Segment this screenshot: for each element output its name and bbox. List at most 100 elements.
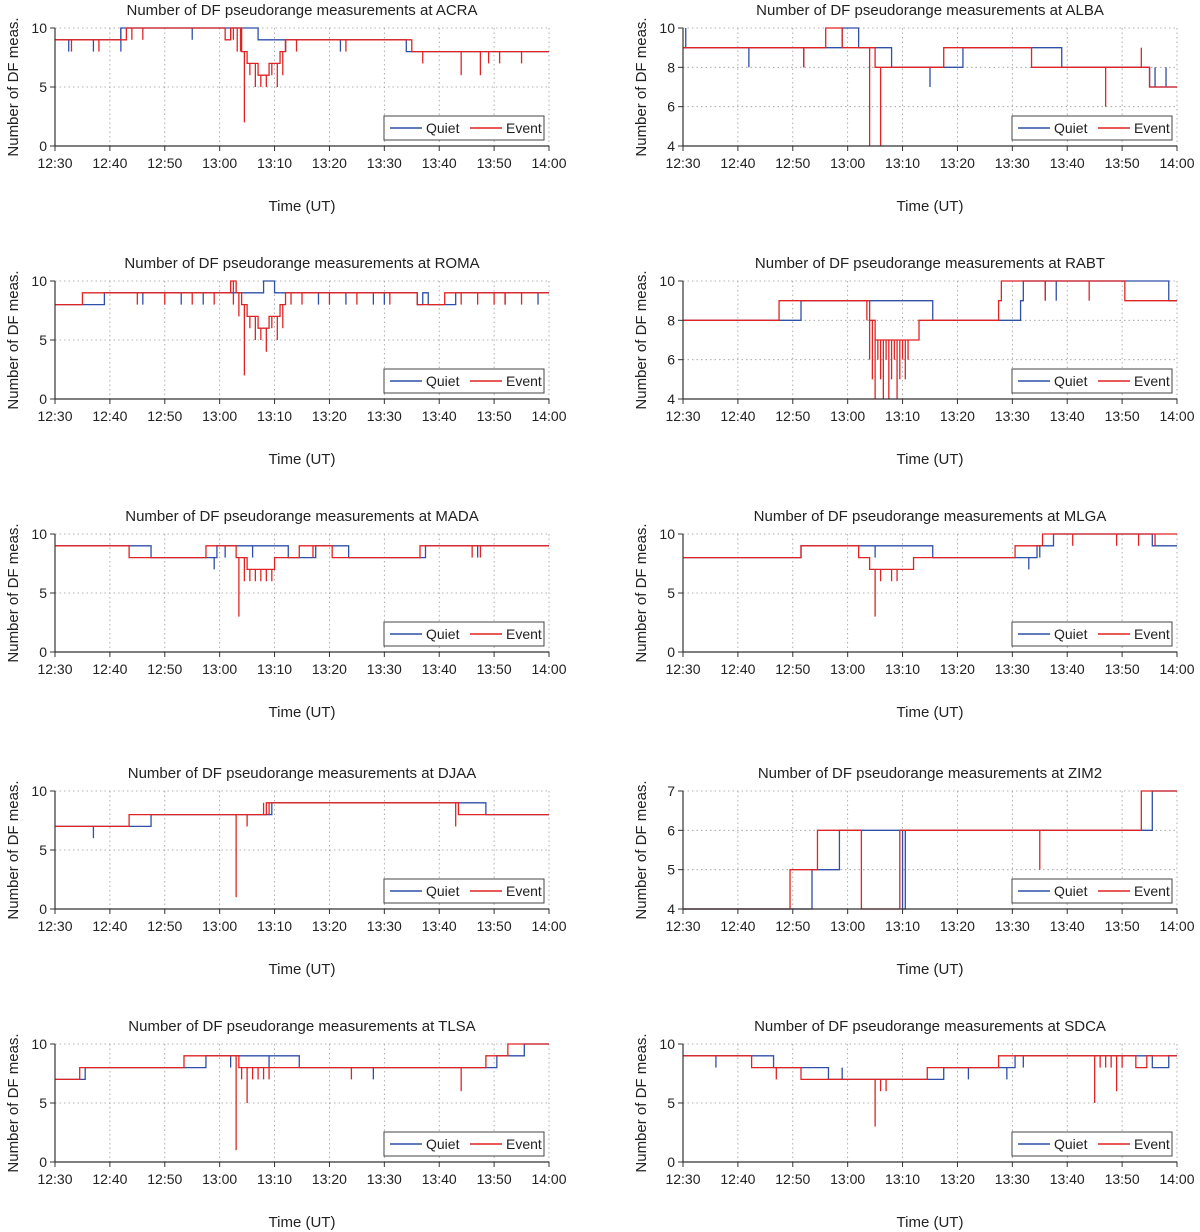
- legend: Quiet Event: [1011, 878, 1173, 904]
- x-tick-label: 13:50: [1105, 1171, 1140, 1187]
- y-axis-label: Number of DF meas.: [5, 270, 22, 409]
- x-tick-label: 12:50: [147, 661, 182, 677]
- y-tick-label: 0: [667, 1154, 675, 1170]
- y-tick-label: 10: [31, 1036, 47, 1052]
- y-axis-label: Number of DF meas.: [5, 1033, 22, 1172]
- x-tick-label: 13:00: [202, 661, 237, 677]
- x-tick-label: 12:30: [665, 1171, 700, 1187]
- x-tick-label: 13:40: [1050, 155, 1085, 171]
- plot-area: [55, 802, 549, 898]
- x-tick-label: 12:50: [147, 1171, 182, 1187]
- y-tick-label: 5: [667, 862, 675, 878]
- legend: Quiet Event: [383, 621, 545, 647]
- legend: Quiet Event: [1011, 1131, 1173, 1157]
- x-tick-label: 13:00: [830, 918, 865, 934]
- chart-panel-4: 4 6 8 10 12:30 12:40 12:50 13:00 13:10 13:20 13:30…: [633, 255, 1195, 468]
- x-tick-label: 14:00: [1159, 661, 1194, 677]
- x-tick-label: 13:30: [367, 408, 402, 424]
- chart-panel-2: 4 6 8 10 12:30 12:40 12:50 13:00 13:10 13:20 13:30…: [633, 2, 1195, 215]
- plot-area: [55, 1043, 549, 1151]
- chart-title: Number of DF pseudorange measurements at…: [128, 1018, 475, 1035]
- x-tick-label: 13:10: [257, 1171, 292, 1187]
- x-tick-label: 13:50: [477, 155, 512, 171]
- y-tick-label: 4: [667, 138, 675, 154]
- x-tick-label: 12:30: [37, 408, 72, 424]
- x-tick-label: 14:00: [1159, 918, 1194, 934]
- x-tick-label: 13:20: [312, 155, 347, 171]
- legend-label-event: Event: [506, 1136, 542, 1152]
- x-tick-label: 12:50: [775, 408, 810, 424]
- x-tick-label: 13:40: [422, 661, 457, 677]
- y-tick-label: 5: [667, 1095, 675, 1111]
- plot-area: [683, 280, 1177, 399]
- y-tick-label: 10: [31, 783, 47, 799]
- x-tick-label: 12:30: [37, 661, 72, 677]
- x-tick-label: 13:10: [885, 155, 920, 171]
- legend-label-event: Event: [1134, 373, 1170, 389]
- x-tick-label: 12:30: [37, 1171, 72, 1187]
- y-tick-label: 10: [31, 526, 47, 542]
- plot-area: [55, 27, 549, 123]
- x-tick-label: 13:00: [202, 918, 237, 934]
- x-tick-label: 13:40: [422, 155, 457, 171]
- x-axis-label: Time (UT): [269, 704, 336, 721]
- chart-panel-1: 0 5 10 12:30 12:40 12:50 13:00 13:10 13:20 13:30 1…: [5, 2, 567, 215]
- y-tick-label: 5: [39, 585, 47, 601]
- legend-label-event: Event: [506, 120, 542, 136]
- x-tick-label: 12:40: [720, 918, 755, 934]
- x-tick-label: 13:10: [257, 155, 292, 171]
- x-tick-label: 12:40: [92, 155, 127, 171]
- x-tick-label: 14:00: [531, 408, 566, 424]
- legend-label-quiet: Quiet: [426, 626, 460, 642]
- x-axis-label: Time (UT): [269, 961, 336, 978]
- y-axis-label: Number of DF meas.: [5, 780, 22, 919]
- chart-title: Number of DF pseudorange measurements at…: [125, 508, 479, 525]
- y-tick-label: 6: [667, 352, 675, 368]
- y-axis-label: Number of DF meas.: [5, 17, 22, 156]
- x-axis-label: Time (UT): [897, 198, 964, 215]
- x-tick-label: 13:20: [940, 1171, 975, 1187]
- chart-title: Number of DF pseudorange measurements at…: [128, 765, 477, 782]
- y-tick-label: 5: [39, 332, 47, 348]
- legend-label-quiet: Quiet: [426, 120, 460, 136]
- x-tick-label: 13:30: [367, 661, 402, 677]
- x-tick-label: 13:20: [312, 918, 347, 934]
- series-line-event: [55, 280, 549, 329]
- x-tick-label: 13:10: [257, 408, 292, 424]
- chart-panel-10: 0 5 10 12:30 12:40 12:50 13:00 13:10 13:20 13:30 1…: [633, 1018, 1195, 1231]
- x-axis-label: Time (UT): [897, 961, 964, 978]
- chart-panel-6: 0 5 10 12:30 12:40 12:50 13:00 13:10 13:20 13:30 1…: [633, 508, 1195, 721]
- x-tick-label: 13:30: [995, 918, 1030, 934]
- x-tick-label: 13:00: [830, 1171, 865, 1187]
- x-tick-label: 13:00: [830, 155, 865, 171]
- chart-title: Number of DF pseudorange measurements at…: [754, 508, 1107, 525]
- x-tick-label: 13:00: [202, 1171, 237, 1187]
- legend: Quiet Event: [383, 878, 545, 904]
- x-tick-label: 12:50: [775, 1171, 810, 1187]
- y-tick-label: 7: [667, 783, 675, 799]
- x-tick-label: 13:50: [1105, 408, 1140, 424]
- y-tick-label: 0: [667, 644, 675, 660]
- series-line-quiet: [55, 802, 549, 828]
- y-tick-label: 5: [39, 79, 47, 95]
- plot-area: [683, 533, 1177, 617]
- legend-label-quiet: Quiet: [426, 883, 460, 899]
- x-tick-label: 13:10: [885, 408, 920, 424]
- plot-area: [55, 545, 549, 617]
- chart-title: Number of DF pseudorange measurements at…: [755, 255, 1105, 272]
- legend: Quiet Event: [383, 368, 545, 394]
- x-tick-label: 13:20: [312, 408, 347, 424]
- x-tick-label: 12:40: [720, 661, 755, 677]
- y-axis-label: Number of DF meas.: [633, 780, 650, 919]
- x-tick-label: 12:30: [37, 918, 72, 934]
- x-tick-label: 13:50: [477, 918, 512, 934]
- x-tick-label: 13:30: [995, 661, 1030, 677]
- y-axis-label: Number of DF meas.: [633, 1033, 650, 1172]
- x-tick-label: 13:40: [1050, 661, 1085, 677]
- y-tick-label: 4: [667, 901, 675, 917]
- plot-area: [683, 790, 1177, 910]
- x-tick-label: 12:40: [92, 918, 127, 934]
- x-tick-label: 12:50: [775, 155, 810, 171]
- chart-panel-8: 4 5 6 7 12:30 12:40 12:50 13:00 13:10 13:20 13:30 1…: [633, 765, 1195, 978]
- x-axis-label: Time (UT): [269, 1214, 336, 1231]
